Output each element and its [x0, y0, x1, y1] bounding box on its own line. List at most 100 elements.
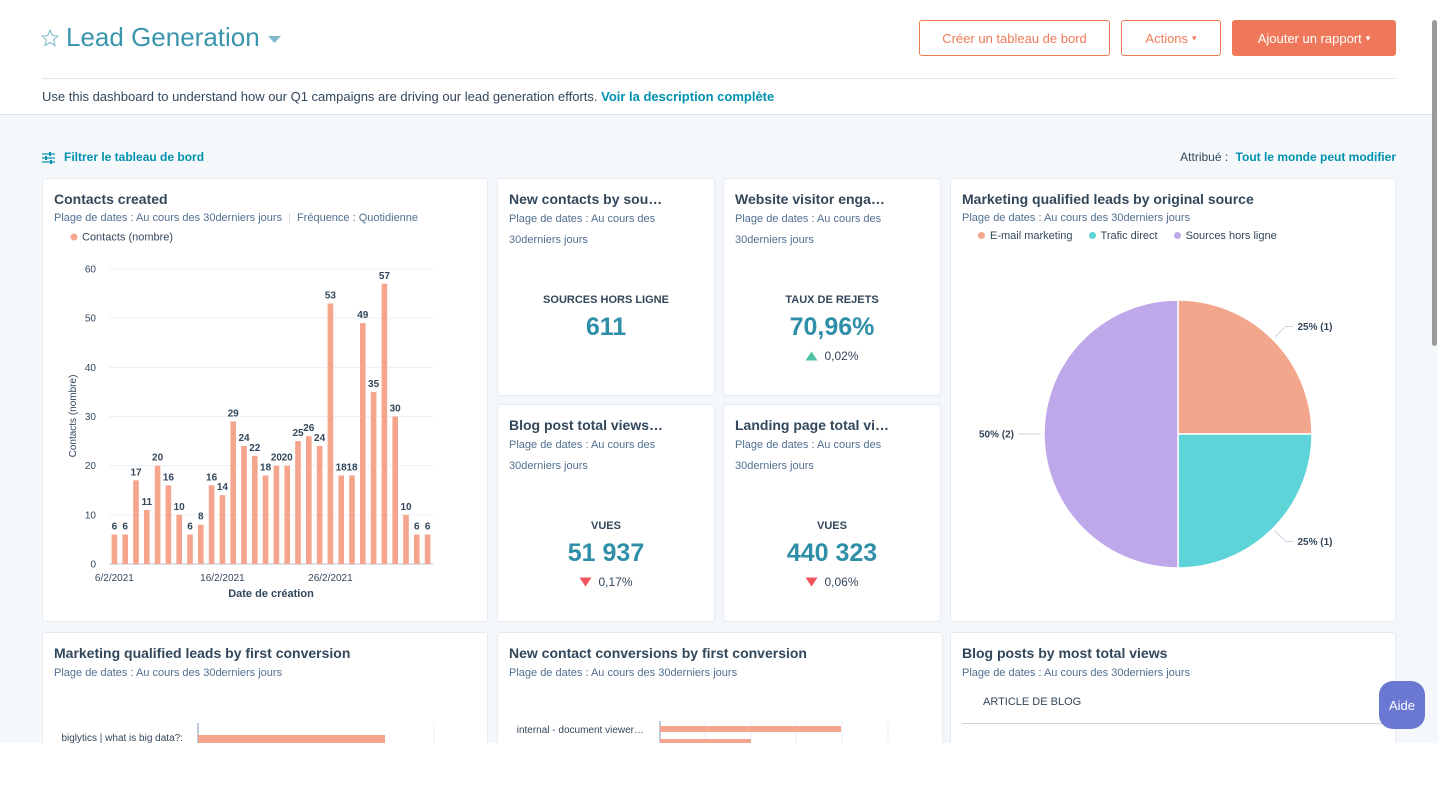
assigned: Attribué : Tout le monde peut modifier [1180, 150, 1396, 164]
favorite-star[interactable] [41, 29, 59, 47]
bar [349, 475, 355, 564]
data-label: 30 [390, 404, 402, 415]
report-subtitle: Plage de dates : Au cours des 30derniers… [509, 439, 656, 472]
pie-slice [1177, 433, 1313, 569]
legend-marker [978, 232, 985, 239]
bar [198, 524, 204, 564]
kpi-label: VUES [817, 520, 847, 532]
data-label: 20 [271, 453, 283, 464]
bar [252, 455, 258, 564]
report-title[interactable]: Website visitor enga… [735, 191, 885, 207]
bar [176, 514, 182, 564]
title-dropdown[interactable] [267, 34, 283, 44]
actions-button[interactable]: Actions ▾ [1121, 20, 1221, 56]
report-title[interactable]: Contacts created [54, 191, 168, 207]
separator: | [288, 212, 291, 224]
dashboard: Lead Generation Créer un tableau de bord… [0, 0, 1438, 743]
bar [219, 495, 226, 564]
change-arrow [805, 351, 818, 361]
kpi-label: TAUX DE REJETS [785, 294, 879, 306]
kpi-label: SOURCES HORS LIGNE [543, 294, 669, 306]
report-title[interactable]: Blog posts by most total views [962, 645, 1168, 661]
bar [187, 534, 193, 564]
data-label: 6 [414, 522, 420, 533]
kpi-value: 70,96% [789, 313, 875, 341]
legend-label: Trafic direct [1100, 230, 1158, 242]
caret: ▾ [1365, 32, 1371, 43]
bar [327, 303, 334, 564]
report-title[interactable]: New contact conversions by first convers… [509, 645, 807, 661]
data-label: 25% (1) [1297, 322, 1332, 333]
report-subtitle: Plage de dates : Au cours des 30derniers… [509, 667, 738, 679]
kpi-card: Landing page total vi… Plage de dates : A… [723, 404, 941, 622]
bar-category: internal - document viewer… [516, 725, 644, 736]
report-title[interactable]: New contacts by sou… [509, 191, 663, 207]
bar [360, 323, 366, 564]
report-title[interactable]: Marketing qualified leads by first conve… [54, 645, 351, 661]
kpi-card: Blog post total views… Plage de dates : A… [497, 404, 715, 622]
x-tick-label: 26/2/2021 [308, 573, 353, 584]
legend-label: Contacts (nombre) [82, 232, 173, 244]
bar-chart: 0 10 20 30 40 50 60 Contacts (nombre) Date de cr… [68, 232, 433, 600]
date-range: Plage de dates : Au cours des 30derniers… [54, 212, 283, 224]
filter-dashboard[interactable]: Filtrer le tableau de bord [64, 150, 205, 164]
bar [392, 416, 398, 564]
legend-marker [1088, 232, 1096, 239]
description: Use this dashboard to understand how our… [42, 89, 774, 104]
bar [316, 446, 323, 564]
data-label: 6 [122, 522, 128, 533]
add-report-button[interactable]: Ajouter un rapport ▾ [1232, 20, 1396, 56]
scrollbar [1432, 20, 1437, 346]
data-label: 49 [357, 310, 369, 321]
change-value: 0,02% [824, 349, 859, 363]
help-button[interactable]: Aide [1379, 681, 1425, 729]
report-subtitle: Plage de dates : Au cours des 30derniers… [735, 213, 882, 246]
header: Lead Generation Créer un tableau de bord… [0, 0, 1438, 115]
report-title[interactable]: Marketing qualified leads by original so… [962, 191, 1254, 207]
bar [262, 475, 269, 564]
pie-slice [1043, 299, 1179, 569]
report-card: Contacts created Plage de dates : Au cou… [42, 178, 488, 622]
data-label: 24 [238, 433, 250, 444]
report-title[interactable]: Blog post total views… [509, 417, 664, 433]
bar [403, 514, 409, 564]
legend: E-mail marketing Trafic direct Sources hor… [978, 230, 1277, 242]
pie-chart: 25% (1) 25% (1) 50% (2) [979, 299, 1332, 569]
kpi-value: 440 323 [786, 539, 878, 567]
report-title[interactable]: Landing page total vi… [735, 417, 890, 433]
data-label: 20 [152, 453, 164, 464]
x-tick-label: 6/2/2021 [95, 573, 134, 584]
dashboard-title[interactable]: Lead Generation [66, 22, 260, 52]
report-card: Blog posts by most total views Plage de … [950, 632, 1396, 743]
report-subtitle: Plage de dates : Au cours des 30derniers… [54, 212, 418, 224]
leader-line [1274, 326, 1294, 338]
y-tick-label: 20 [85, 461, 97, 472]
table-divider [962, 723, 1385, 724]
kpi-value: 611 [585, 313, 627, 341]
bar-category: biglytics | what is big data?: [61, 733, 183, 743]
kpi-label: VUES [591, 520, 621, 532]
description-link[interactable]: Voir la description complète [601, 89, 775, 104]
change-value: 0,06% [824, 575, 859, 589]
report-subtitle: Plage de dates : Au cours des 30derniers… [962, 667, 1191, 679]
create-dashboard-button[interactable]: Créer un tableau de bord [919, 20, 1110, 56]
bar-chart-preview [659, 721, 889, 743]
data-label: 18 [336, 463, 348, 474]
data-label: 17 [130, 467, 142, 478]
data-label: 53 [325, 290, 337, 301]
y-tick-label: 60 [85, 265, 97, 276]
assigned-value[interactable]: Tout le monde peut modifier [1235, 150, 1396, 164]
bar [133, 480, 139, 564]
bar [381, 283, 388, 564]
legend-label: E-mail marketing [990, 230, 1073, 242]
data-label: 57 [379, 271, 391, 282]
bar [338, 475, 344, 564]
data-label: 8 [198, 512, 204, 523]
assigned-label: Attribué : [1180, 150, 1229, 164]
data-label: 6 [112, 522, 118, 533]
report-subtitle: Plage de dates : Au cours des 30derniers… [962, 212, 1191, 224]
change-value: 0,17% [598, 575, 633, 589]
button-text: Ajouter un rapport [1257, 30, 1362, 46]
y-tick-label: 40 [85, 363, 97, 374]
